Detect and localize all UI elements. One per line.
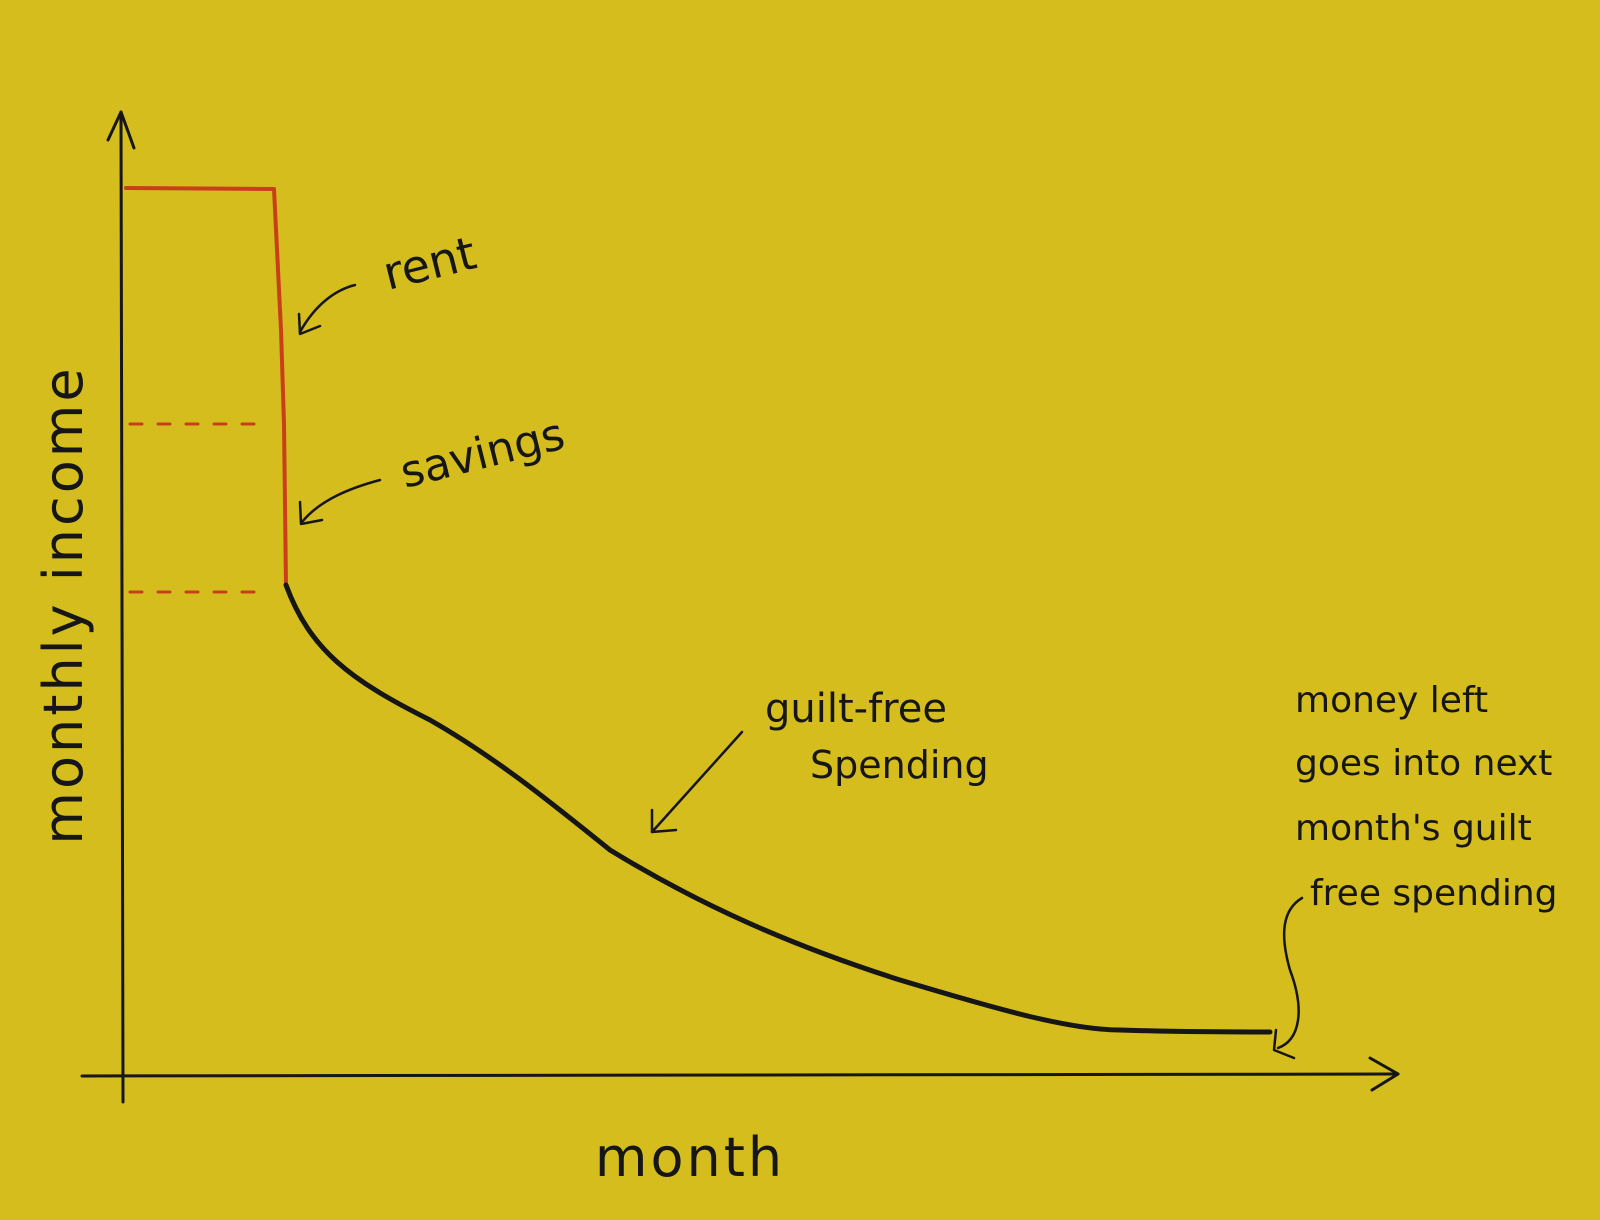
annotation-guilt-free-line1: guilt-free	[765, 686, 947, 732]
money-left-arrow	[1276, 896, 1304, 1050]
annotation-money-left-line1: money left	[1295, 680, 1488, 721]
annotation-guilt-free-line2: Spending	[810, 743, 989, 787]
annotation-money-left-line2: goes into next	[1295, 743, 1552, 784]
axes	[80, 110, 1400, 1104]
annotation-arrows	[297, 283, 1304, 1060]
y-axis-arrowhead	[106, 110, 136, 150]
y-axis-label: monthly income	[32, 365, 95, 844]
spending-arrowhead	[650, 808, 678, 834]
series-guilt-free-spending-line	[283, 582, 1273, 1035]
x-axis-label: month	[595, 1126, 785, 1189]
spending-arrow	[650, 730, 744, 834]
rent-arrow	[298, 283, 357, 334]
annotation-money-left-line4: free spending	[1310, 873, 1558, 914]
series-savings-line	[282, 422, 288, 587]
rent-arrowhead	[297, 312, 322, 336]
money-left-arrowhead	[1272, 1028, 1296, 1060]
x-axis-arrowhead	[1368, 1056, 1400, 1092]
y-axis	[119, 110, 125, 1104]
x-axis	[80, 1072, 1400, 1078]
savings-arrowhead	[298, 500, 324, 526]
annotation-money-left-line3: month's guilt	[1295, 808, 1532, 849]
savings-arrow	[300, 478, 382, 524]
series-rent-line	[124, 186, 286, 426]
